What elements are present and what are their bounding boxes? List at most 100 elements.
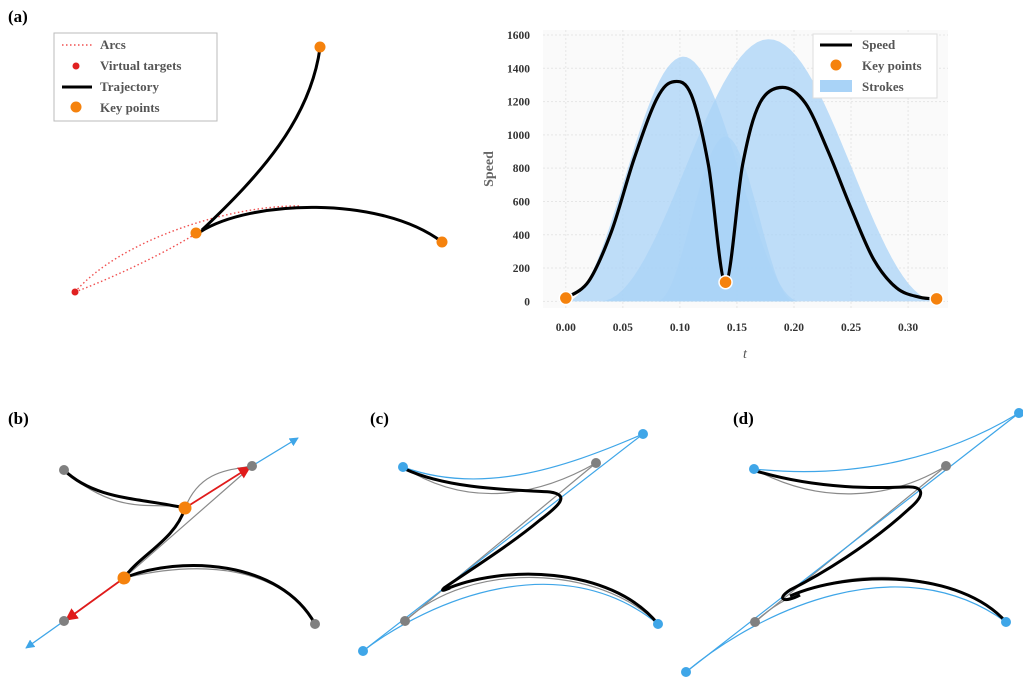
y-tick-label: 1000 — [507, 130, 530, 142]
blue-curve-c-lower — [362, 583, 659, 652]
control-line-c-diagonal — [404, 462, 597, 622]
trajectory-lower-branch — [199, 205, 443, 244]
control-curve-d-upper — [753, 465, 947, 495]
virtual-target-point — [71, 288, 79, 296]
panel-c: (c) — [358, 409, 663, 656]
blue-line-d-diagonal — [685, 412, 1020, 673]
control-curve-c-upper — [402, 462, 597, 495]
key-point-b-upper — [178, 501, 192, 515]
x-tick-label: 0.10 — [670, 322, 690, 334]
blue-point-c-2 — [638, 429, 648, 439]
control-point-b-1 — [59, 465, 69, 475]
arc-upper — [74, 205, 301, 293]
trajectory-c-upper — [404, 467, 563, 592]
chart-key-point-3 — [929, 291, 944, 307]
y-tick-label: 1200 — [507, 97, 530, 109]
blue-curve-d-upper — [753, 412, 1020, 473]
chart-key-point-2 — [718, 274, 733, 290]
legend-virtual-targets-swatch — [72, 62, 80, 70]
panel-d: (d) — [681, 408, 1023, 677]
control-line-diagonal — [123, 465, 253, 579]
key-point-middle — [190, 227, 202, 239]
chart-strokes — [565, 39, 937, 302]
blue-point-d-2 — [1014, 408, 1023, 418]
control-point-b-3 — [59, 616, 69, 626]
panel-a-trajectory: (a) Arcs Virtual targets Trajectory Key … — [8, 7, 448, 296]
y-tick-label: 1600 — [507, 30, 530, 42]
blue-curve-c-upper — [402, 433, 644, 480]
tangent-vector-lower — [64, 577, 125, 621]
speed-chart: 0.00 0.05 0.10 0.15 0.20 0.25 0.30 0 200 400 600 8… — [482, 30, 948, 362]
chart-legend: Speed Key points Strokes — [812, 33, 938, 99]
y-tick-label: 800 — [513, 163, 531, 175]
legend-trajectory-label: Trajectory — [100, 79, 159, 94]
stroke-area-2 — [600, 39, 937, 302]
legend-key-points-label: Key points — [100, 100, 160, 115]
speed-line — [564, 79, 937, 301]
legend-chart-key-points-swatch — [830, 59, 842, 71]
panel-label-c: (c) — [370, 409, 389, 428]
trajectory-b-lower — [123, 564, 317, 625]
blue-point-c-4 — [653, 619, 663, 629]
legend-chart-key-points-label: Key points — [862, 58, 922, 73]
control-point-b-2 — [247, 461, 257, 471]
panel-b: (b) — [8, 409, 320, 649]
y-axis-title: Speed — [482, 151, 497, 187]
blue-point-d-3 — [681, 667, 691, 677]
control-point-d-1 — [941, 461, 951, 471]
y-tick-label: 1400 — [507, 63, 530, 75]
panel-label-d: (d) — [733, 409, 754, 428]
tangent-extension-upper — [251, 437, 299, 467]
x-tick-label: 0.25 — [841, 322, 861, 334]
trajectory-c-lower — [443, 572, 660, 625]
legend-arcs-label: Arcs — [100, 37, 126, 52]
trajectory-b-upper — [62, 468, 187, 579]
arc-lower — [74, 232, 198, 293]
panel-label-a: (a) — [8, 7, 28, 26]
key-point-start — [314, 41, 326, 53]
y-tick-label: 600 — [513, 196, 531, 208]
control-point-b-4 — [310, 619, 320, 629]
legend-strokes-swatch — [820, 80, 852, 92]
blue-point-c-3 — [358, 646, 368, 656]
legend-a: Arcs Virtual targets Trajectory Key poin… — [53, 32, 218, 122]
key-point-b-lower — [117, 571, 131, 585]
legend-key-points-swatch — [70, 101, 82, 113]
control-curve-c-lower — [404, 576, 659, 625]
stroke-area-3 — [657, 136, 794, 302]
y-tick-label: 0 — [524, 296, 530, 308]
tangent-extension-lower — [25, 620, 65, 649]
control-point-d-2 — [750, 617, 760, 627]
panel-label-b: (b) — [8, 409, 29, 428]
x-tick-label: 0.05 — [613, 322, 633, 334]
trajectory-d-upper — [755, 469, 923, 602]
x-axis-title: t — [743, 347, 748, 362]
key-point-end — [436, 236, 448, 248]
tangent-vector-upper — [184, 466, 252, 509]
chart-x-ticks: 0.00 0.05 0.10 0.15 0.20 0.25 0.30 — [556, 322, 919, 334]
trajectory-upper-branch — [200, 47, 322, 232]
x-tick-label: 0.30 — [898, 322, 918, 334]
blue-point-d-1 — [749, 464, 759, 474]
legend-strokes-label: Strokes — [862, 79, 904, 94]
y-tick-label: 200 — [513, 263, 531, 275]
y-tick-label: 400 — [513, 230, 531, 242]
legend-speed-label: Speed — [862, 37, 896, 52]
control-point-c-1 — [591, 458, 601, 468]
chart-y-ticks: 0 200 400 600 800 1000 1200 1400 1600 — [507, 30, 530, 308]
trajectory-d-lower — [789, 577, 1008, 623]
blue-curve-d-lower — [685, 586, 1007, 673]
blue-line-c-diagonal — [362, 433, 644, 652]
x-tick-label: 0.15 — [727, 322, 747, 334]
x-tick-label: 0.00 — [556, 322, 576, 334]
chart-key-points — [558, 274, 944, 307]
blue-point-d-4 — [1001, 617, 1011, 627]
legend-virtual-targets-label: Virtual targets — [100, 58, 181, 73]
chart-key-point-1 — [558, 290, 574, 306]
chart-speed-series — [564, 79, 937, 301]
blue-point-c-1 — [398, 462, 408, 472]
x-tick-label: 0.20 — [784, 322, 804, 334]
control-point-c-2 — [400, 616, 410, 626]
control-polygon-lower — [123, 568, 316, 625]
